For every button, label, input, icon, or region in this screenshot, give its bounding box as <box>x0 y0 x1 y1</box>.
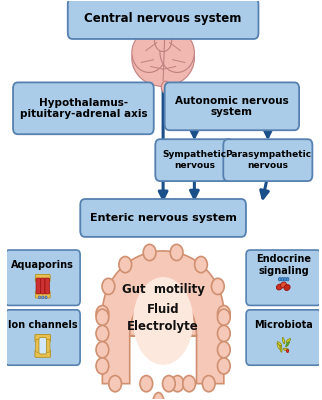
FancyBboxPatch shape <box>36 278 41 294</box>
Circle shape <box>96 358 109 374</box>
FancyBboxPatch shape <box>246 250 321 306</box>
Text: Endocrine
signaling: Endocrine signaling <box>256 254 311 276</box>
Circle shape <box>284 278 286 281</box>
Text: Electrolyte: Electrolyte <box>127 320 199 333</box>
FancyBboxPatch shape <box>35 274 50 282</box>
Circle shape <box>42 296 44 299</box>
FancyBboxPatch shape <box>165 82 299 130</box>
FancyBboxPatch shape <box>45 278 50 294</box>
FancyBboxPatch shape <box>39 338 47 354</box>
Text: Microbiota: Microbiota <box>254 320 313 330</box>
Ellipse shape <box>284 285 290 290</box>
Circle shape <box>170 244 183 261</box>
Ellipse shape <box>277 342 282 346</box>
Ellipse shape <box>132 30 194 86</box>
Text: Hypothalamus-
pituitary-adrenal axis: Hypothalamus- pituitary-adrenal axis <box>20 98 147 119</box>
Ellipse shape <box>280 282 287 288</box>
Text: Ion channels: Ion channels <box>8 320 78 330</box>
Circle shape <box>286 349 289 352</box>
FancyBboxPatch shape <box>44 339 50 352</box>
Circle shape <box>38 296 41 299</box>
Ellipse shape <box>161 81 170 93</box>
FancyBboxPatch shape <box>35 339 41 352</box>
Ellipse shape <box>276 284 282 290</box>
Text: Fluid: Fluid <box>147 303 179 316</box>
Circle shape <box>202 376 215 392</box>
Ellipse shape <box>152 392 165 400</box>
Polygon shape <box>102 251 224 384</box>
Circle shape <box>281 278 284 281</box>
FancyBboxPatch shape <box>35 334 51 342</box>
FancyBboxPatch shape <box>155 139 233 181</box>
Ellipse shape <box>155 30 172 52</box>
Circle shape <box>212 278 224 294</box>
FancyBboxPatch shape <box>13 82 154 134</box>
Text: Sympathetic
nervous: Sympathetic nervous <box>162 150 226 170</box>
Ellipse shape <box>283 348 289 351</box>
Circle shape <box>109 376 121 392</box>
Circle shape <box>96 342 109 358</box>
Text: Aquaporins: Aquaporins <box>11 260 74 270</box>
Circle shape <box>163 376 175 392</box>
Text: Central nervous system: Central nervous system <box>84 12 242 25</box>
Text: Autonomic nervous
system: Autonomic nervous system <box>175 96 289 117</box>
Circle shape <box>217 326 230 342</box>
Circle shape <box>96 306 109 322</box>
Ellipse shape <box>286 342 289 347</box>
Circle shape <box>143 244 156 261</box>
Circle shape <box>140 376 153 392</box>
Ellipse shape <box>280 346 282 352</box>
Circle shape <box>217 309 230 326</box>
FancyBboxPatch shape <box>35 291 50 298</box>
Circle shape <box>217 358 230 374</box>
Circle shape <box>96 326 109 342</box>
Circle shape <box>96 309 109 326</box>
Text: Gut  motility: Gut motility <box>122 283 204 296</box>
Circle shape <box>102 278 115 294</box>
Circle shape <box>279 278 281 281</box>
FancyBboxPatch shape <box>223 139 312 181</box>
Circle shape <box>286 278 289 281</box>
Circle shape <box>171 376 184 392</box>
FancyBboxPatch shape <box>5 250 80 306</box>
FancyBboxPatch shape <box>80 199 246 237</box>
FancyBboxPatch shape <box>68 0 259 39</box>
Ellipse shape <box>133 277 193 365</box>
Ellipse shape <box>282 338 285 344</box>
FancyBboxPatch shape <box>5 310 80 365</box>
Circle shape <box>45 296 47 299</box>
FancyBboxPatch shape <box>35 350 51 357</box>
Ellipse shape <box>286 339 291 342</box>
FancyBboxPatch shape <box>41 278 45 294</box>
Ellipse shape <box>160 32 194 72</box>
Circle shape <box>217 342 230 358</box>
FancyBboxPatch shape <box>246 310 321 365</box>
Circle shape <box>194 256 207 273</box>
Circle shape <box>217 306 230 322</box>
Text: Enteric nervous system: Enteric nervous system <box>90 213 237 223</box>
Circle shape <box>183 376 195 392</box>
Circle shape <box>119 256 132 273</box>
Ellipse shape <box>132 32 166 72</box>
Ellipse shape <box>277 343 280 349</box>
Text: Parasympathetic
nervous: Parasympathetic nervous <box>225 150 311 170</box>
